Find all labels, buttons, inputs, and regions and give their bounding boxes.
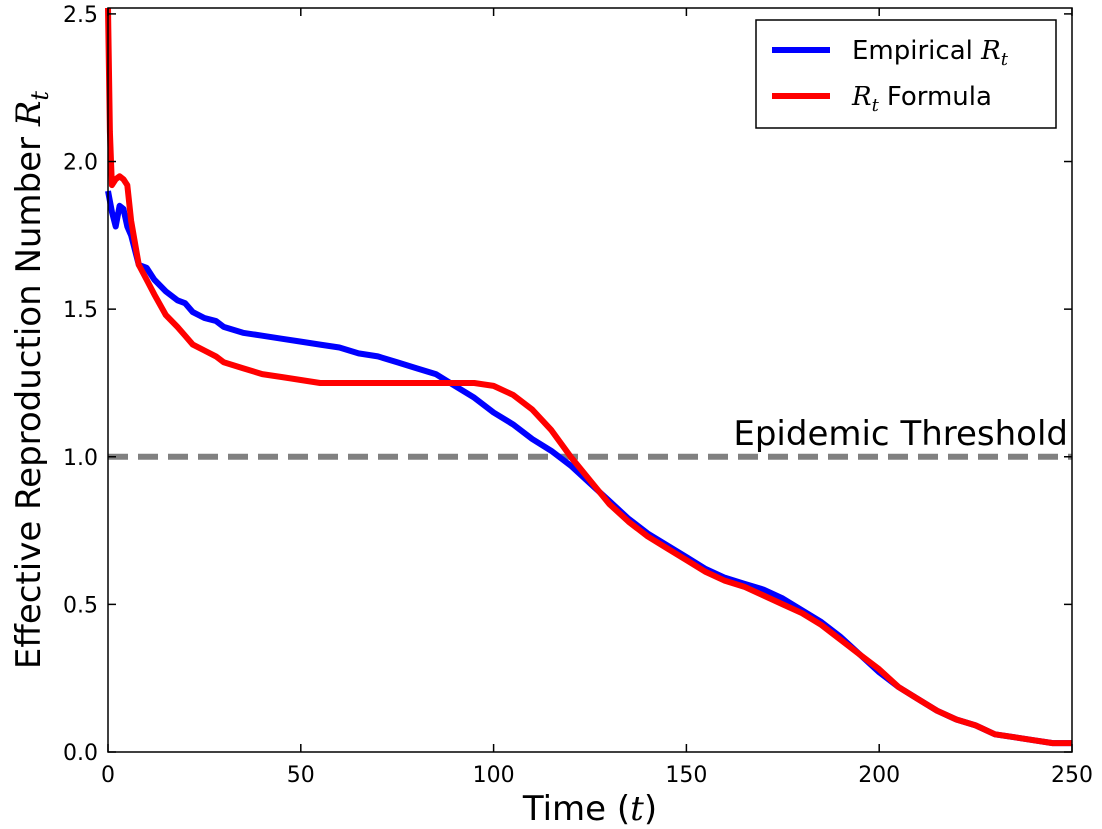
y-axis-label-sub: t	[26, 91, 54, 101]
x-axis-label-close: )	[644, 789, 657, 829]
y-ticks: 0.0 0.5 1.0 1.5 2.0 2.5	[63, 3, 1072, 766]
legend-label-empirical: Empirical Rt	[852, 36, 1009, 70]
x-tick-label: 50	[287, 763, 315, 788]
x-tick-label: 150	[665, 763, 707, 788]
x-tick-label: 250	[1051, 763, 1093, 788]
x-axis-label: Time (t)	[522, 789, 657, 829]
y-tick-label: 2.5	[63, 3, 98, 28]
threshold-label: Epidemic Threshold	[733, 414, 1068, 454]
series-line-formula	[105, 7, 1072, 747]
legend-formula-sub: t	[872, 95, 880, 116]
x-tick-label: 100	[473, 763, 515, 788]
y-tick-label: 0.0	[63, 741, 98, 766]
legend: Empirical Rt Rt Formula	[755, 19, 1057, 129]
legend-formula-text: Formula	[887, 82, 992, 112]
y-tick-label: 0.5	[63, 593, 98, 618]
legend-empirical-sub: t	[1001, 49, 1009, 70]
x-tick-label: 0	[101, 763, 115, 788]
series-line-empirical	[105, 190, 1072, 747]
y-axis-label-text: Effective Reproduction Number	[9, 137, 49, 669]
y-axis-label-var: R	[9, 101, 49, 128]
x-axis-label-text: Time (	[522, 789, 630, 829]
series-layer	[105, 7, 1072, 747]
y-axis-label: Effective Reproduction Number Rt	[9, 91, 54, 670]
legend-empirical-text: Empirical	[852, 36, 973, 66]
legend-empirical-var: R	[980, 36, 1001, 66]
y-tick-label: 2.0	[63, 151, 98, 176]
legend-box	[755, 19, 1057, 129]
plot-frame	[107, 7, 1073, 753]
x-axis-label-var: t	[630, 789, 644, 829]
y-tick-label: 1.5	[63, 298, 98, 323]
x-tick-label: 200	[858, 763, 900, 788]
x-ticks: 0 50 100 150 200 250	[101, 8, 1093, 788]
legend-label-formula: Rt Formula	[851, 82, 992, 116]
legend-formula-var: R	[851, 82, 872, 112]
y-tick-label: 1.0	[63, 446, 98, 471]
